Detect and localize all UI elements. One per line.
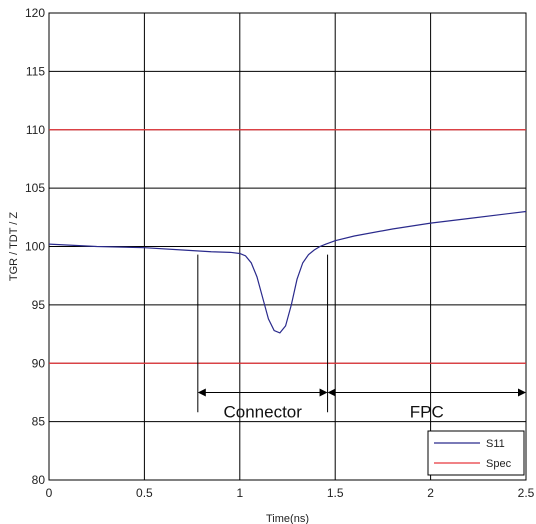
series-line-s11 xyxy=(48,210,527,334)
text-layer: 80 85 90 95 100 105 110 115 120 0 0.5 1 1.5 2 2.5 Conne… xyxy=(8,6,535,524)
plot-layer xyxy=(48,12,527,481)
x-tick-label: 0 xyxy=(46,486,53,500)
x-tick-label: 2.5 xyxy=(518,486,535,500)
legend-box xyxy=(427,430,525,476)
x-axis-label: Time(ns) xyxy=(266,513,309,524)
legend-label: Spec xyxy=(486,458,512,470)
y-tick-label: 110 xyxy=(26,123,45,137)
annotation-arrowhead xyxy=(518,388,526,397)
y-axis-label: TGR / TDT / Z xyxy=(8,212,20,282)
x-tick-label: 2 xyxy=(427,486,434,500)
y-tick-label: 95 xyxy=(32,298,46,312)
legend-label: S11 xyxy=(486,438,505,450)
x-tick-label: 0.5 xyxy=(136,486,153,500)
y-tick-label: 85 xyxy=(32,415,46,429)
y-tick-label: 90 xyxy=(32,356,46,370)
annotation-arrowhead xyxy=(197,388,206,397)
y-tick-label: 105 xyxy=(25,181,45,195)
annotation-label: Connector xyxy=(223,402,302,421)
y-tick-label: 80 xyxy=(32,473,46,487)
y-tick-label: 115 xyxy=(26,64,45,78)
annotation-arrowhead xyxy=(319,388,328,397)
annotation-arrowhead xyxy=(327,388,336,397)
annotation-label: FPC xyxy=(410,402,444,421)
x-tick-label: 1.5 xyxy=(327,486,344,500)
x-tick-label: 1 xyxy=(236,486,243,500)
y-tick-label: 100 xyxy=(25,240,45,254)
y-tick-label: 120 xyxy=(25,6,45,20)
